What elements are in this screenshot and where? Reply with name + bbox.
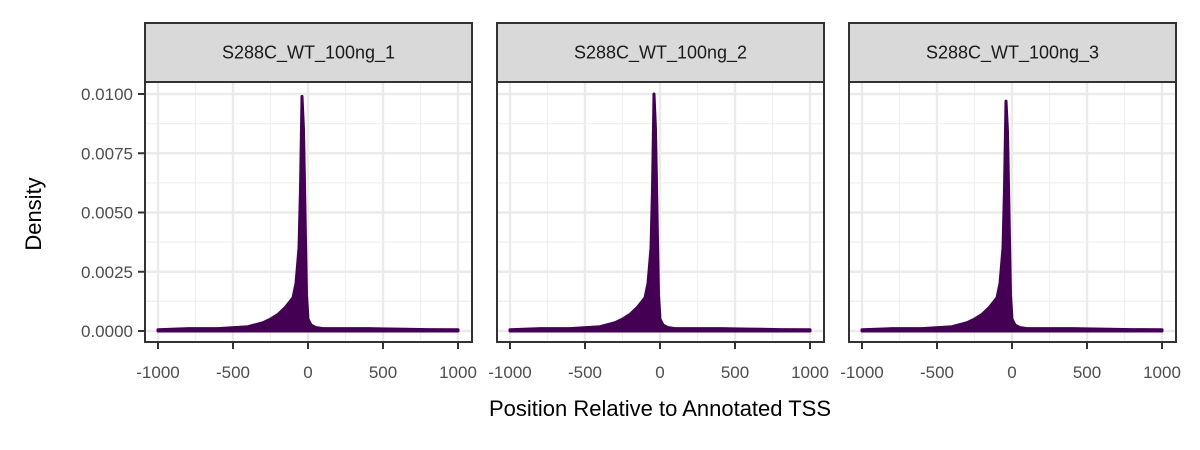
density-area xyxy=(156,94,460,333)
y-tick-label: 0.0000 xyxy=(81,322,133,341)
facet-strip-label: S288C_WT_100ng_2 xyxy=(574,43,747,64)
facet-strip xyxy=(496,22,825,83)
x-tick-label: 0 xyxy=(1007,363,1016,382)
x-tick-label: 1000 xyxy=(1143,363,1181,382)
density-area xyxy=(860,99,1164,333)
facet-strip-label: S288C_WT_100ng_3 xyxy=(926,43,1099,64)
x-tick-label: 500 xyxy=(721,363,749,382)
facet-panel: S288C_WT_100ng_2 -1000 -500 0 500 1000 xyxy=(488,22,829,382)
y-axis: 0.0000 0.0025 0.0050 0.0075 0.0100 xyxy=(81,85,145,341)
x-tick-label: -500 xyxy=(920,363,954,382)
y-tick-label: 0.0025 xyxy=(81,263,133,282)
x-tick-label: 500 xyxy=(369,363,397,382)
x-tick-label: -1000 xyxy=(840,363,883,382)
y-axis-title: Density xyxy=(21,177,46,250)
facet-panel: S288C_WT_100ng_3 -1000 -500 0 500 1000 xyxy=(840,22,1181,382)
density-area xyxy=(508,92,812,333)
y-tick-label: 0.0100 xyxy=(81,85,133,104)
y-tick-label: 0.0050 xyxy=(81,204,133,223)
x-axis-title: Position Relative to Annotated TSS xyxy=(489,396,831,421)
y-tick-label: 0.0075 xyxy=(81,144,133,163)
facet-strip xyxy=(144,22,473,83)
x-tick-label: -1000 xyxy=(136,363,179,382)
facet-panel: S288C_WT_100ng_1 -1000 -500 0 500 1000 xyxy=(136,22,477,382)
x-tick-label: -500 xyxy=(216,363,250,382)
x-tick-label: 500 xyxy=(1073,363,1101,382)
x-tick-label: -500 xyxy=(568,363,602,382)
x-tick-label: 1000 xyxy=(439,363,477,382)
x-tick-label: 0 xyxy=(655,363,664,382)
x-tick-label: 0 xyxy=(303,363,312,382)
facet-strip-label: S288C_WT_100ng_1 xyxy=(222,43,395,64)
panels-layer: S288C_WT_100ng_1-1000 -500 0 500 1000S288C_W… xyxy=(136,22,1181,382)
facet-strip xyxy=(848,22,1177,83)
x-tick-label: 1000 xyxy=(791,363,829,382)
x-tick-label: -1000 xyxy=(488,363,531,382)
